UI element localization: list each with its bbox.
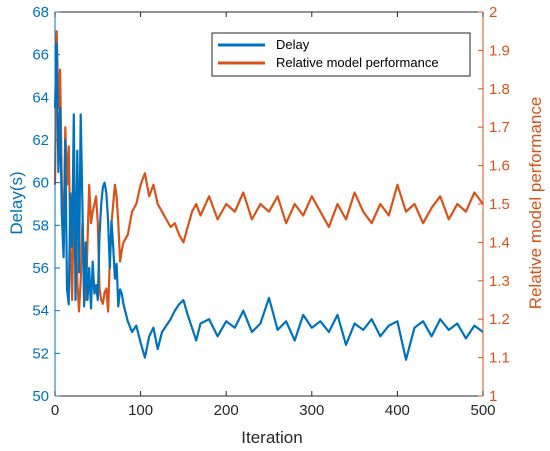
y-right-axis-title: Relative model performance xyxy=(526,97,545,310)
legend-label-performance: Relative model performance xyxy=(276,55,439,70)
y-left-axis-title: Delay(s) xyxy=(7,171,26,234)
x-tick-label: 500 xyxy=(470,402,495,419)
y-left-tick-label: 60 xyxy=(32,175,49,192)
y-right-tick-label: 1.1 xyxy=(489,350,510,367)
y-right-tick-label: 1.2 xyxy=(489,311,510,328)
series-layer xyxy=(53,30,484,361)
y-left-tick-label: 52 xyxy=(32,345,49,362)
series-line-delay xyxy=(53,42,484,361)
y-right-tick-label: 1.4 xyxy=(489,234,510,251)
y-left-tick-label: 62 xyxy=(32,132,49,149)
legend-label-delay: Delay xyxy=(276,37,310,52)
y-right-tick-label: 2 xyxy=(489,4,497,21)
y-right-tick-label: 1 xyxy=(489,388,497,405)
y-left-tick-label: 50 xyxy=(32,388,49,405)
ticks-layer: 0 100 200 300 400 500 50 52 54 56 58 60 62 64 66 68 1 1.1… xyxy=(32,4,510,419)
x-tick-label: 100 xyxy=(128,402,153,419)
y-right-tick-label: 1.3 xyxy=(489,273,510,290)
y-right-tick-label: 1.6 xyxy=(489,158,510,175)
y-right-tick-label: 1.8 xyxy=(489,81,510,98)
y-left-tick-label: 54 xyxy=(32,303,49,320)
y-left-tick-label: 66 xyxy=(32,47,49,64)
x-tick-label: 400 xyxy=(385,402,410,419)
legend: Delay Relative model performance xyxy=(211,32,471,77)
series-line-performance xyxy=(53,30,484,313)
y-left-tick-label: 58 xyxy=(32,217,49,234)
y-left-tick-label: 68 xyxy=(32,4,49,21)
x-axis-title: Iteration xyxy=(241,428,302,447)
x-tick-label: 300 xyxy=(299,402,324,419)
y-right-tick-label: 1.7 xyxy=(489,119,510,136)
y-left-tick-label: 64 xyxy=(32,89,49,106)
y-right-tick-label: 1.9 xyxy=(489,42,510,59)
y-left-tick-label: 56 xyxy=(32,260,49,277)
x-tick-label: 0 xyxy=(51,402,59,419)
legend-box xyxy=(211,32,471,77)
x-tick-label: 200 xyxy=(214,402,239,419)
y-right-tick-label: 1.5 xyxy=(489,196,510,213)
